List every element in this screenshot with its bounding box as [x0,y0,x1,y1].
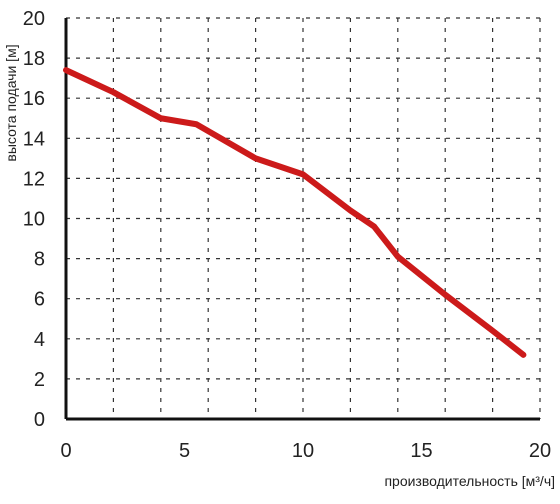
x-tick-label: 10 [292,440,314,462]
x-tick-label: 15 [410,440,432,462]
y-axis-label: высота подачи [м] [3,44,19,161]
x-axis-label: производительность [м³/ч] [384,473,555,489]
x-tick-label: 20 [529,440,551,462]
y-tick-label: 12 [23,168,45,190]
y-tick-label: 16 [23,88,45,110]
chart-tick-labels: 0 2 4 6 8 10 12 14 16 18 20 0 5 10 15 20 [23,8,551,462]
y-tick-label: 20 [23,8,45,30]
y-tick-label: 0 [34,409,45,431]
chart-series [63,67,527,358]
y-tick-label: 2 [34,369,45,391]
y-tick-label: 18 [23,48,45,70]
y-tick-label: 4 [34,329,45,351]
chart-axes [64,18,540,421]
y-tick-label: 8 [34,249,45,271]
x-tick-label: 5 [179,440,190,462]
y-tick-label: 14 [23,128,45,150]
series-line [63,67,527,358]
y-tick-label: 6 [34,289,45,311]
chart-grid [66,17,541,419]
y-tick-label: 10 [23,209,45,231]
x-tick-label: 0 [60,440,71,462]
